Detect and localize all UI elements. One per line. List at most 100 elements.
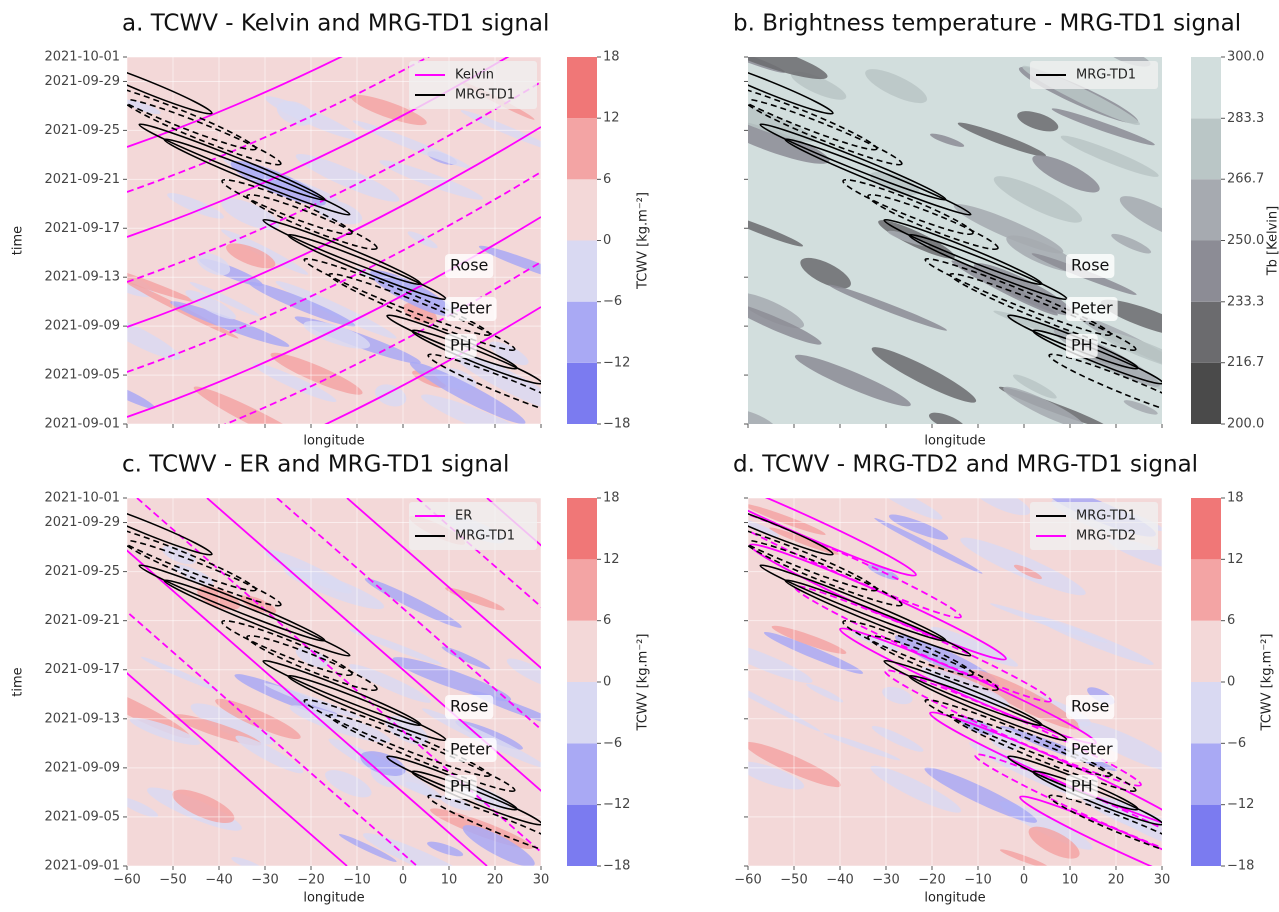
field-patch	[1100, 299, 1162, 337]
field-patch	[924, 767, 1038, 823]
signal-contour	[127, 81, 541, 283]
mrg-contour	[303, 699, 491, 777]
legend-box	[1030, 61, 1158, 89]
colorbar-segment	[1191, 179, 1221, 241]
field-patch	[127, 256, 195, 302]
x-tick-label: −30	[251, 873, 278, 888]
annotation: PH	[1071, 777, 1093, 796]
mrg-contour	[748, 59, 834, 115]
field-patch	[252, 363, 337, 403]
y-tick-label: 2021-09-05	[44, 368, 120, 383]
colorbar-segment	[1191, 804, 1221, 866]
field-patch	[888, 514, 949, 540]
field-patch	[167, 193, 224, 219]
y-tick-label: 2021-09-21	[44, 172, 120, 187]
field-patch	[823, 733, 901, 761]
field-patch	[972, 498, 1031, 516]
plot-area	[748, 498, 1162, 866]
annotation: Rose	[1071, 697, 1109, 716]
colorbar-tick-label: 0	[603, 675, 611, 690]
mrg-contour	[949, 273, 1137, 351]
colorbar-segment	[567, 240, 597, 302]
field-patch	[364, 578, 462, 628]
annotation-box	[1066, 297, 1118, 321]
field-patch	[140, 656, 220, 692]
field-patch	[748, 119, 830, 164]
mrg-contour	[427, 353, 541, 421]
mrg-contour	[127, 539, 282, 607]
signal-contour	[748, 501, 962, 619]
x-tick-label: 10	[1062, 873, 1079, 888]
x-tick-label: −20	[918, 873, 945, 888]
colorbar-label: TCWV [kg.m⁻²]	[636, 192, 651, 290]
field-patch	[1119, 196, 1162, 240]
field-patch	[953, 204, 1064, 254]
signal-contour	[127, 216, 541, 418]
field-patch	[127, 99, 161, 115]
mrg-contour	[246, 193, 378, 251]
legend-label: MRG-TD1	[1076, 509, 1136, 524]
mrg-contour	[127, 500, 213, 556]
colorbar-tick-label: −12	[1227, 797, 1254, 812]
field-patch	[865, 69, 928, 104]
x-tick-label: −60	[113, 873, 140, 888]
panel-title: a. TCWV - Kelvin and MRG-TD1 signal	[122, 11, 549, 37]
field-patch	[392, 657, 512, 702]
legend-label: MRG-TD1	[1076, 68, 1136, 83]
signal-contour	[127, 610, 418, 866]
mrg-contour	[759, 564, 947, 642]
x-tick-label: −40	[205, 873, 232, 888]
field-patch	[748, 761, 805, 790]
mrg-contour	[759, 123, 947, 201]
field-patch	[769, 527, 839, 555]
mrg-contour	[262, 218, 422, 286]
annotation: Peter	[1071, 299, 1113, 318]
x-tick-label: −60	[734, 873, 761, 888]
field-patch	[870, 765, 962, 813]
mrg-contour	[328, 714, 516, 792]
signal-contour	[223, 261, 541, 424]
field-patch	[1094, 796, 1162, 852]
colorbar-segment	[1191, 240, 1221, 302]
signal-contour	[748, 498, 917, 577]
colorbar-tick-label: −12	[603, 355, 630, 370]
field-patch	[957, 122, 1046, 157]
signal-contour	[794, 585, 1052, 703]
panel: d. TCWV - MRG-TD2 and MRG-TD1 signal−60−…	[733, 452, 1275, 906]
colorbar-tick-label: 6	[603, 172, 611, 187]
field-patch	[348, 664, 431, 703]
field-patch	[506, 658, 541, 689]
field-patch	[303, 320, 371, 349]
field-patch	[196, 252, 231, 276]
field-patch	[999, 849, 1050, 866]
colorbar-segment	[567, 57, 597, 119]
annotation: Peter	[450, 740, 492, 759]
colorbar-segment	[567, 179, 597, 241]
field-patch	[748, 212, 804, 247]
field-patch	[445, 587, 505, 611]
colorbar-segment	[567, 118, 597, 180]
field-patch	[748, 670, 821, 732]
mrg-contour	[303, 258, 491, 336]
field-patch	[748, 641, 813, 683]
x-tick-label: −50	[780, 873, 807, 888]
field-patch	[325, 770, 372, 798]
mrg-contour	[867, 193, 999, 251]
x-axis-label: longitude	[303, 434, 364, 449]
panel: b. Brightness temperature - MRG-TD1 sign…	[733, 11, 1279, 449]
mrg-contour	[127, 59, 213, 115]
colorbar-tick-label: 18	[603, 491, 620, 506]
x-axis-label: longitude	[924, 891, 985, 906]
mrg-contour	[867, 634, 999, 692]
colorbar-tick-label: 18	[603, 50, 620, 65]
mrg-contour	[949, 714, 1137, 792]
colorbar-tick-label: 216.7	[1227, 355, 1264, 370]
mrg-contour	[262, 659, 422, 727]
colorbar-segment	[1191, 301, 1221, 363]
mrg-contour	[221, 619, 353, 677]
field-patch	[190, 703, 275, 745]
annotation-box	[1066, 695, 1115, 719]
colorbar-tick-label: 18	[1227, 491, 1244, 506]
y-tick-label: 2021-09-17	[44, 662, 120, 677]
